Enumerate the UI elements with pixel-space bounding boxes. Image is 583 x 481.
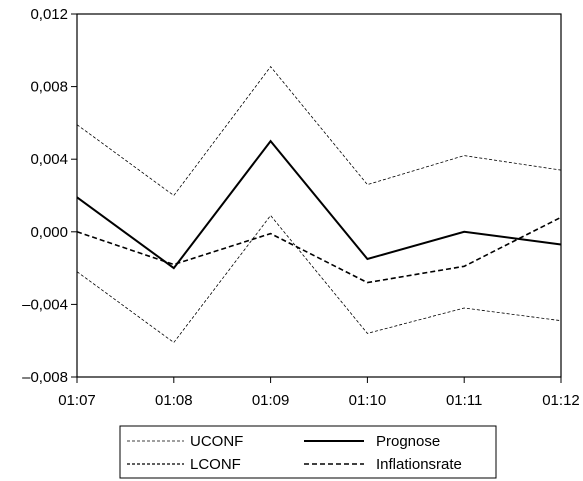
series-line-uconf	[76, 65, 562, 197]
series-line-inflationsrate	[76, 216, 562, 284]
legend-label-uconf: UCONF	[190, 433, 243, 450]
y-tick-label-0: 0,012	[30, 6, 68, 23]
series-line-lconf	[76, 214, 562, 344]
series-group	[76, 65, 562, 344]
series-line-prognose	[76, 139, 562, 270]
y-tick-label-1: 0,008	[30, 79, 68, 96]
x-axis: 01:07 01:08 01:09 01:10 01:11 01:12	[58, 377, 580, 409]
y-tick-label-3: 0,000	[30, 224, 68, 241]
x-tick-label-0: 01:07	[58, 392, 96, 409]
legend-label-prognose: Prognose	[376, 433, 440, 450]
y-tick-label-2: 0,004	[30, 151, 68, 168]
y-tick-label-4: –0,004	[22, 296, 68, 313]
legend: UCONF LCONF Prognose Inflationsrate	[119, 425, 497, 479]
y-axis: 0,012 0,008 0,004 0,000 –0,004 –0,008	[22, 6, 77, 386]
y-tick-label-5: –0,008	[22, 369, 68, 386]
legend-box	[119, 425, 497, 479]
x-tick-label-4: 01:11	[446, 392, 482, 409]
x-tick-label-1: 01:08	[155, 392, 193, 409]
x-tick-label-2: 01:09	[252, 392, 290, 409]
x-tick-label-5: 01:12	[542, 392, 580, 409]
x-tick-label-3: 01:10	[349, 392, 387, 409]
plot-area	[76, 13, 562, 378]
legend-label-inflationsrate: Inflationsrate	[376, 456, 462, 473]
legend-label-lconf: LCONF	[190, 456, 241, 473]
